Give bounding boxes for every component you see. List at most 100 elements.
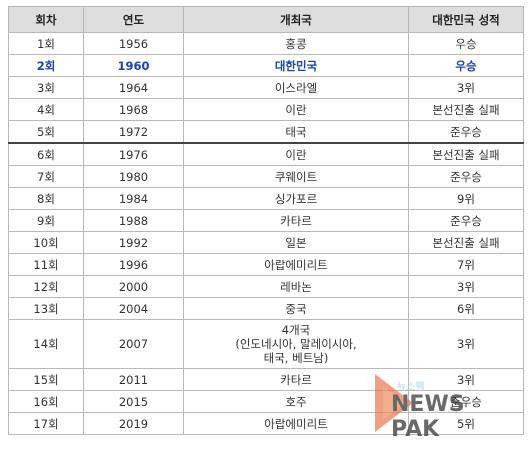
host-line: 대한민국 <box>274 58 318 73</box>
cell-result: 7위 <box>408 253 524 276</box>
table-row: 17회 2019 아랍에미리트 5위 <box>8 412 524 435</box>
table-row: 10회 1992 일본 본선진출 실패 <box>8 231 524 254</box>
host-line: 이란 <box>285 102 307 117</box>
table-row: 2회 1960 대한민국 우승 <box>8 54 524 77</box>
asian-cup-results-table: 회차 연도 개최국 대한민국 성적 1회 1956 홍콩 우승 2회 1960 대한민국 우승… <box>8 6 524 435</box>
host-line: 싱가포르 <box>274 191 318 206</box>
cell-round: 15회 <box>8 368 84 391</box>
host-line: 이스라엘 <box>274 80 318 95</box>
table-row: 11회 1996 아랍에미리트 7위 <box>8 253 524 276</box>
table-row: 6회 1976 이란 본선진출 실패 <box>8 142 524 166</box>
cell-host: 홍콩 <box>183 32 409 55</box>
cell-result: 본선진출 실패 <box>408 142 524 166</box>
header-round: 회차 <box>8 6 84 33</box>
cell-host: 레바논 <box>183 275 409 298</box>
cell-host: 이스라엘 <box>183 76 409 99</box>
cell-host: 일본 <box>183 231 409 254</box>
table-row: 16회 2015 호주 준우승 <box>8 390 524 413</box>
host-line: 태국, 베트남) <box>263 351 329 365</box>
cell-round: 10회 <box>8 231 84 254</box>
cell-result: 9위 <box>408 187 524 210</box>
cell-round: 3회 <box>8 76 84 99</box>
cell-year: 1996 <box>83 253 184 276</box>
host-line: 레바논 <box>280 279 312 294</box>
cell-round: 6회 <box>8 142 84 166</box>
host-line: 카타르 <box>280 372 312 387</box>
cell-round: 13회 <box>8 297 84 320</box>
cell-year: 1976 <box>83 142 184 166</box>
cell-result: 우승 <box>408 32 524 55</box>
table-row: 1회 1956 홍콩 우승 <box>8 32 524 55</box>
cell-round: 12회 <box>8 275 84 298</box>
cell-year: 1960 <box>83 54 184 77</box>
watermark-small-text: 뉴스팩 <box>397 382 425 393</box>
cell-round: 8회 <box>8 187 84 210</box>
host-line: 아랍에미리트 <box>264 257 328 272</box>
cell-year: 2015 <box>83 390 184 413</box>
cell-host: 대한민국 <box>183 54 409 77</box>
host-line: 카타르 <box>280 213 312 228</box>
cell-host: 아랍에미리트 <box>183 412 409 435</box>
cell-result: 6위 <box>408 297 524 320</box>
cell-result: 5위 <box>408 412 524 435</box>
header-result: 대한민국 성적 <box>408 6 524 33</box>
cell-year: 1988 <box>83 209 184 232</box>
cell-round: 16회 <box>8 390 84 413</box>
host-line: (인도네시아, 말레이시아, <box>235 337 357 351</box>
header-row: 회차 연도 개최국 대한민국 성적 <box>8 6 524 33</box>
table-row: 8회 1984 싱가포르 9위 <box>8 187 524 210</box>
cell-result: 본선진출 실패 <box>408 98 524 121</box>
host-line: 호주 <box>285 394 307 409</box>
cell-round: 14회 <box>8 319 84 369</box>
header-year: 연도 <box>83 6 184 33</box>
cell-result: 3위 <box>408 275 524 298</box>
table-body: 1회 1956 홍콩 우승 2회 1960 대한민국 우승 3회 1964 이스라엘 3위 4회 1968… <box>8 32 524 435</box>
cell-round: 4회 <box>8 98 84 121</box>
cell-round: 7회 <box>8 165 84 188</box>
cell-host: 쿠웨이트 <box>183 165 409 188</box>
host-line: 홍콩 <box>285 36 307 51</box>
host-line: 일본 <box>285 235 307 250</box>
cell-result: 3위 <box>408 76 524 99</box>
cell-host: 이란 <box>183 142 409 166</box>
cell-year: 1984 <box>83 187 184 210</box>
cell-year: 1972 <box>83 120 184 144</box>
cell-result: 준우승 <box>408 209 524 232</box>
host-line: 아랍에미리트 <box>264 416 328 431</box>
cell-year: 2000 <box>83 275 184 298</box>
cell-round: 17회 <box>8 412 84 435</box>
cell-host: 아랍에미리트 <box>183 253 409 276</box>
table-row: 9회 1988 카타르 준우승 <box>8 209 524 232</box>
cell-year: 1992 <box>83 231 184 254</box>
watermark-text: NEWS PAK <box>391 392 465 442</box>
cell-result: 우승 <box>408 54 524 77</box>
cell-year: 1956 <box>83 32 184 55</box>
header-host: 개최국 <box>183 6 409 33</box>
cell-host: 태국 <box>183 120 409 144</box>
host-line: 태국 <box>285 124 307 139</box>
table-row: 4회 1968 이란 본선진출 실패 <box>8 98 524 121</box>
cell-year: 2019 <box>83 412 184 435</box>
cell-host: 싱가포르 <box>183 187 409 210</box>
cell-result: 준우승 <box>408 390 524 413</box>
table-row: 13회 2004 중국 6위 <box>8 297 524 320</box>
cell-round: 1회 <box>8 32 84 55</box>
cell-result: 본선진출 실패 <box>408 231 524 254</box>
cell-result: 3위 <box>408 319 524 369</box>
play-logo-icon <box>375 374 413 432</box>
cell-result: 준우승 <box>408 120 524 144</box>
cell-year: 2007 <box>83 319 184 369</box>
table-row: 15회 2011 카타르 3위 <box>8 368 524 391</box>
cell-round: 11회 <box>8 253 84 276</box>
cell-year: 1968 <box>83 98 184 121</box>
cell-result: 준우승 <box>408 165 524 188</box>
cell-host: 4개국 (인도네시아, 말레이시아, 태국, 베트남) <box>183 319 409 369</box>
cell-host: 이란 <box>183 98 409 121</box>
cell-year: 2011 <box>83 368 184 391</box>
table-row: 7회 1980 쿠웨이트 준우승 <box>8 165 524 188</box>
host-line: 이란 <box>285 147 307 162</box>
cell-year: 1964 <box>83 76 184 99</box>
table-row: 3회 1964 이스라엘 3위 <box>8 76 524 99</box>
newspak-watermark: 뉴스팩 NEWS PAK <box>373 372 513 442</box>
cell-year: 2004 <box>83 297 184 320</box>
